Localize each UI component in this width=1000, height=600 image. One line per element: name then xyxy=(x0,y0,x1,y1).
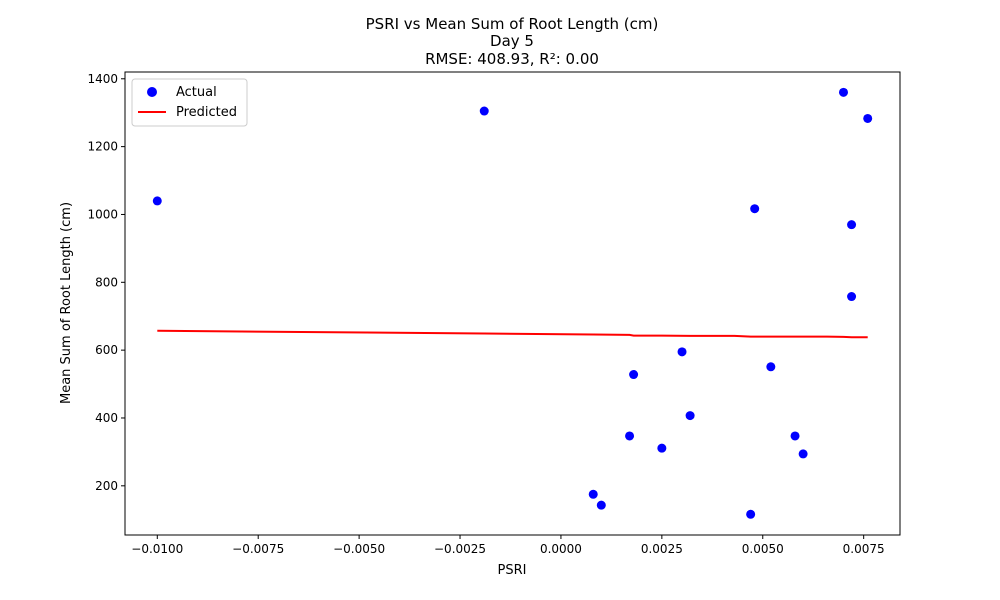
legend-box xyxy=(131,78,248,127)
y-tick-label: 1000 xyxy=(87,207,118,221)
chart-title-line-3: RMSE: 408.93, R²: 0.00 xyxy=(425,50,599,68)
y-axis-ticks: 200 400 600 800 1000 1200 1400 xyxy=(87,72,125,493)
legend: Actual Predicted xyxy=(131,78,248,127)
actual-data-point xyxy=(625,431,635,441)
legend-actual-marker xyxy=(147,87,157,97)
x-tick-label: 0.0025 xyxy=(641,542,683,556)
x-tick-label: −0.0050 xyxy=(333,542,385,556)
y-axis-label: Mean Sum of Root Length (cm) xyxy=(59,202,74,404)
actual-data-point xyxy=(863,113,873,123)
x-tick-label: 0.0075 xyxy=(843,542,885,556)
actual-data-point xyxy=(798,449,808,459)
y-tick-label: 1400 xyxy=(87,72,118,86)
actual-data-point xyxy=(790,431,800,441)
x-tick-label: 0.0050 xyxy=(742,542,784,556)
legend-predicted-label: Predicted xyxy=(176,105,237,120)
x-tick-label: −0.0075 xyxy=(232,542,284,556)
y-tick-label: 1200 xyxy=(87,140,118,154)
legend-actual-label: Actual xyxy=(176,85,217,100)
actual-data-point xyxy=(766,362,776,372)
actual-data-point xyxy=(596,500,606,510)
y-tick-label: 400 xyxy=(95,411,118,425)
actual-data-point xyxy=(479,106,489,116)
actual-data-point xyxy=(847,292,857,302)
x-axis-label: PSRI xyxy=(498,563,527,578)
actual-data-point xyxy=(657,443,667,453)
x-tick-label: 0.0000 xyxy=(540,542,582,556)
plot-area-frame xyxy=(124,71,901,536)
y-tick-label: 600 xyxy=(95,343,118,357)
x-tick-label: −0.0100 xyxy=(131,542,183,556)
actual-data-point xyxy=(750,204,760,214)
chart-title-line-1: PSRI vs Mean Sum of Root Length (cm) xyxy=(366,15,659,33)
x-axis-ticks: −0.0100 −0.0075 −0.0050 −0.0025 0.0000 0.0025… xyxy=(131,535,885,556)
series-layer xyxy=(152,87,873,519)
actual-data-point xyxy=(629,370,639,380)
y-tick-label: 200 xyxy=(95,479,118,493)
chart-title-line-2: Day 5 xyxy=(490,32,534,50)
x-tick-label: −0.0025 xyxy=(434,542,486,556)
actual-data-point xyxy=(847,220,857,230)
predicted-line xyxy=(157,329,868,339)
actual-data-point xyxy=(152,196,162,206)
y-tick-label: 800 xyxy=(95,275,118,289)
actual-data-point xyxy=(588,489,598,499)
actual-data-point xyxy=(746,509,756,519)
actual-data-point xyxy=(677,347,687,357)
actual-data-point xyxy=(838,87,848,97)
actual-data-point xyxy=(685,411,695,421)
